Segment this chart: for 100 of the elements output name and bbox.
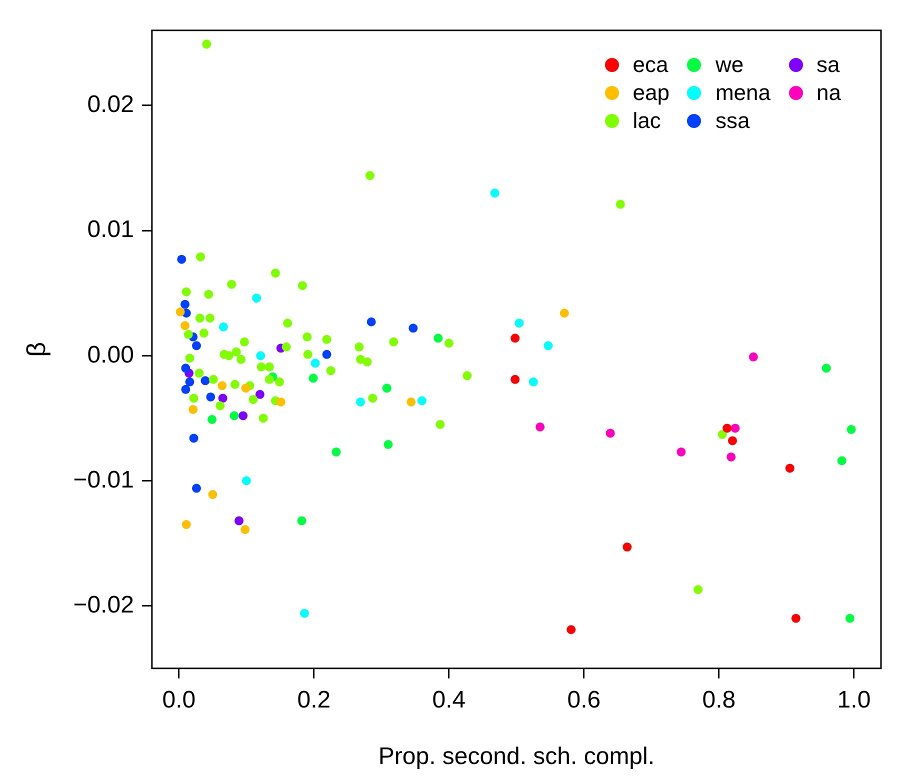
- point: [718, 430, 727, 439]
- point: [218, 381, 227, 390]
- point: [199, 328, 208, 338]
- point: [365, 171, 374, 180]
- legend-label: lac: [632, 108, 661, 134]
- point: [181, 364, 190, 373]
- point: [194, 368, 204, 378]
- point: [362, 357, 372, 366]
- y-axis-title: β: [20, 342, 51, 357]
- x-tick-label: 1.0: [837, 686, 871, 714]
- point: [822, 364, 831, 373]
- point: [726, 452, 736, 462]
- point: [188, 404, 198, 414]
- point: [382, 384, 392, 393]
- point: [302, 332, 312, 342]
- point: [182, 287, 191, 296]
- point: [205, 314, 214, 323]
- point: [846, 424, 856, 434]
- point: [310, 358, 320, 368]
- point: [255, 390, 264, 399]
- point: [192, 484, 201, 493]
- point: [791, 614, 800, 623]
- point: [177, 254, 186, 264]
- point: [785, 464, 794, 473]
- point: [298, 281, 307, 290]
- point: [528, 377, 538, 386]
- point: [195, 314, 204, 323]
- point: [434, 334, 443, 343]
- legend-label: sa: [816, 52, 840, 78]
- x-tick-label: 0.6: [567, 686, 601, 714]
- point: [227, 280, 236, 289]
- legend-label: na: [816, 80, 841, 106]
- point: [368, 394, 378, 403]
- point: [354, 342, 364, 352]
- point: [258, 414, 268, 423]
- point: [184, 330, 193, 339]
- point: [303, 350, 312, 359]
- point: [837, 456, 846, 466]
- point: [218, 322, 228, 332]
- point: [192, 341, 201, 350]
- point: [490, 188, 500, 198]
- point: [514, 318, 524, 328]
- point: [326, 366, 336, 376]
- point: [436, 420, 445, 429]
- point: [189, 434, 198, 443]
- point: [544, 341, 553, 350]
- point: [176, 307, 185, 316]
- point: [189, 394, 198, 403]
- legend-label: eap: [632, 80, 670, 106]
- point: [389, 337, 398, 346]
- point: [536, 422, 545, 432]
- legend-label: eca: [632, 52, 668, 78]
- point: [252, 294, 262, 303]
- point: [332, 447, 341, 456]
- x-tick-label: 0.2: [297, 686, 331, 714]
- point: [206, 392, 216, 402]
- point: [208, 490, 218, 500]
- y-tick-label: 0.00: [87, 341, 134, 368]
- point: [722, 424, 732, 433]
- point: [264, 362, 274, 372]
- point: [384, 440, 393, 449]
- point: [297, 516, 306, 526]
- y-tick-label: −0.01: [73, 466, 134, 494]
- point: [694, 585, 703, 594]
- point: [282, 342, 291, 352]
- point: [730, 424, 740, 433]
- point: [408, 324, 418, 333]
- point: [200, 376, 210, 386]
- point: [185, 354, 194, 363]
- point: [218, 394, 228, 403]
- point: [356, 397, 366, 406]
- point: [242, 476, 251, 486]
- point: [181, 384, 190, 394]
- point: [406, 397, 416, 406]
- point: [462, 371, 472, 380]
- point: [322, 334, 332, 344]
- x-tick-label: 0.0: [162, 686, 196, 714]
- point: [308, 374, 318, 383]
- point: [616, 200, 625, 209]
- y-tick-label: −0.02: [73, 591, 134, 618]
- point: [216, 401, 225, 410]
- point: [232, 347, 241, 356]
- point: [300, 608, 309, 618]
- x-tick-label: 0.8: [702, 686, 736, 714]
- point: [322, 350, 332, 359]
- point: [264, 374, 274, 384]
- point: [622, 542, 632, 552]
- point: [366, 317, 376, 326]
- point: [180, 321, 190, 330]
- point: [180, 300, 190, 309]
- point: [240, 337, 249, 346]
- legend-label: ssa: [715, 108, 750, 134]
- point: [208, 374, 218, 384]
- point: [208, 414, 217, 424]
- point: [566, 625, 576, 634]
- x-tick-label: 0.4: [432, 686, 466, 714]
- point: [276, 397, 286, 406]
- point: [510, 334, 520, 343]
- point: [676, 447, 686, 456]
- point: [248, 394, 258, 404]
